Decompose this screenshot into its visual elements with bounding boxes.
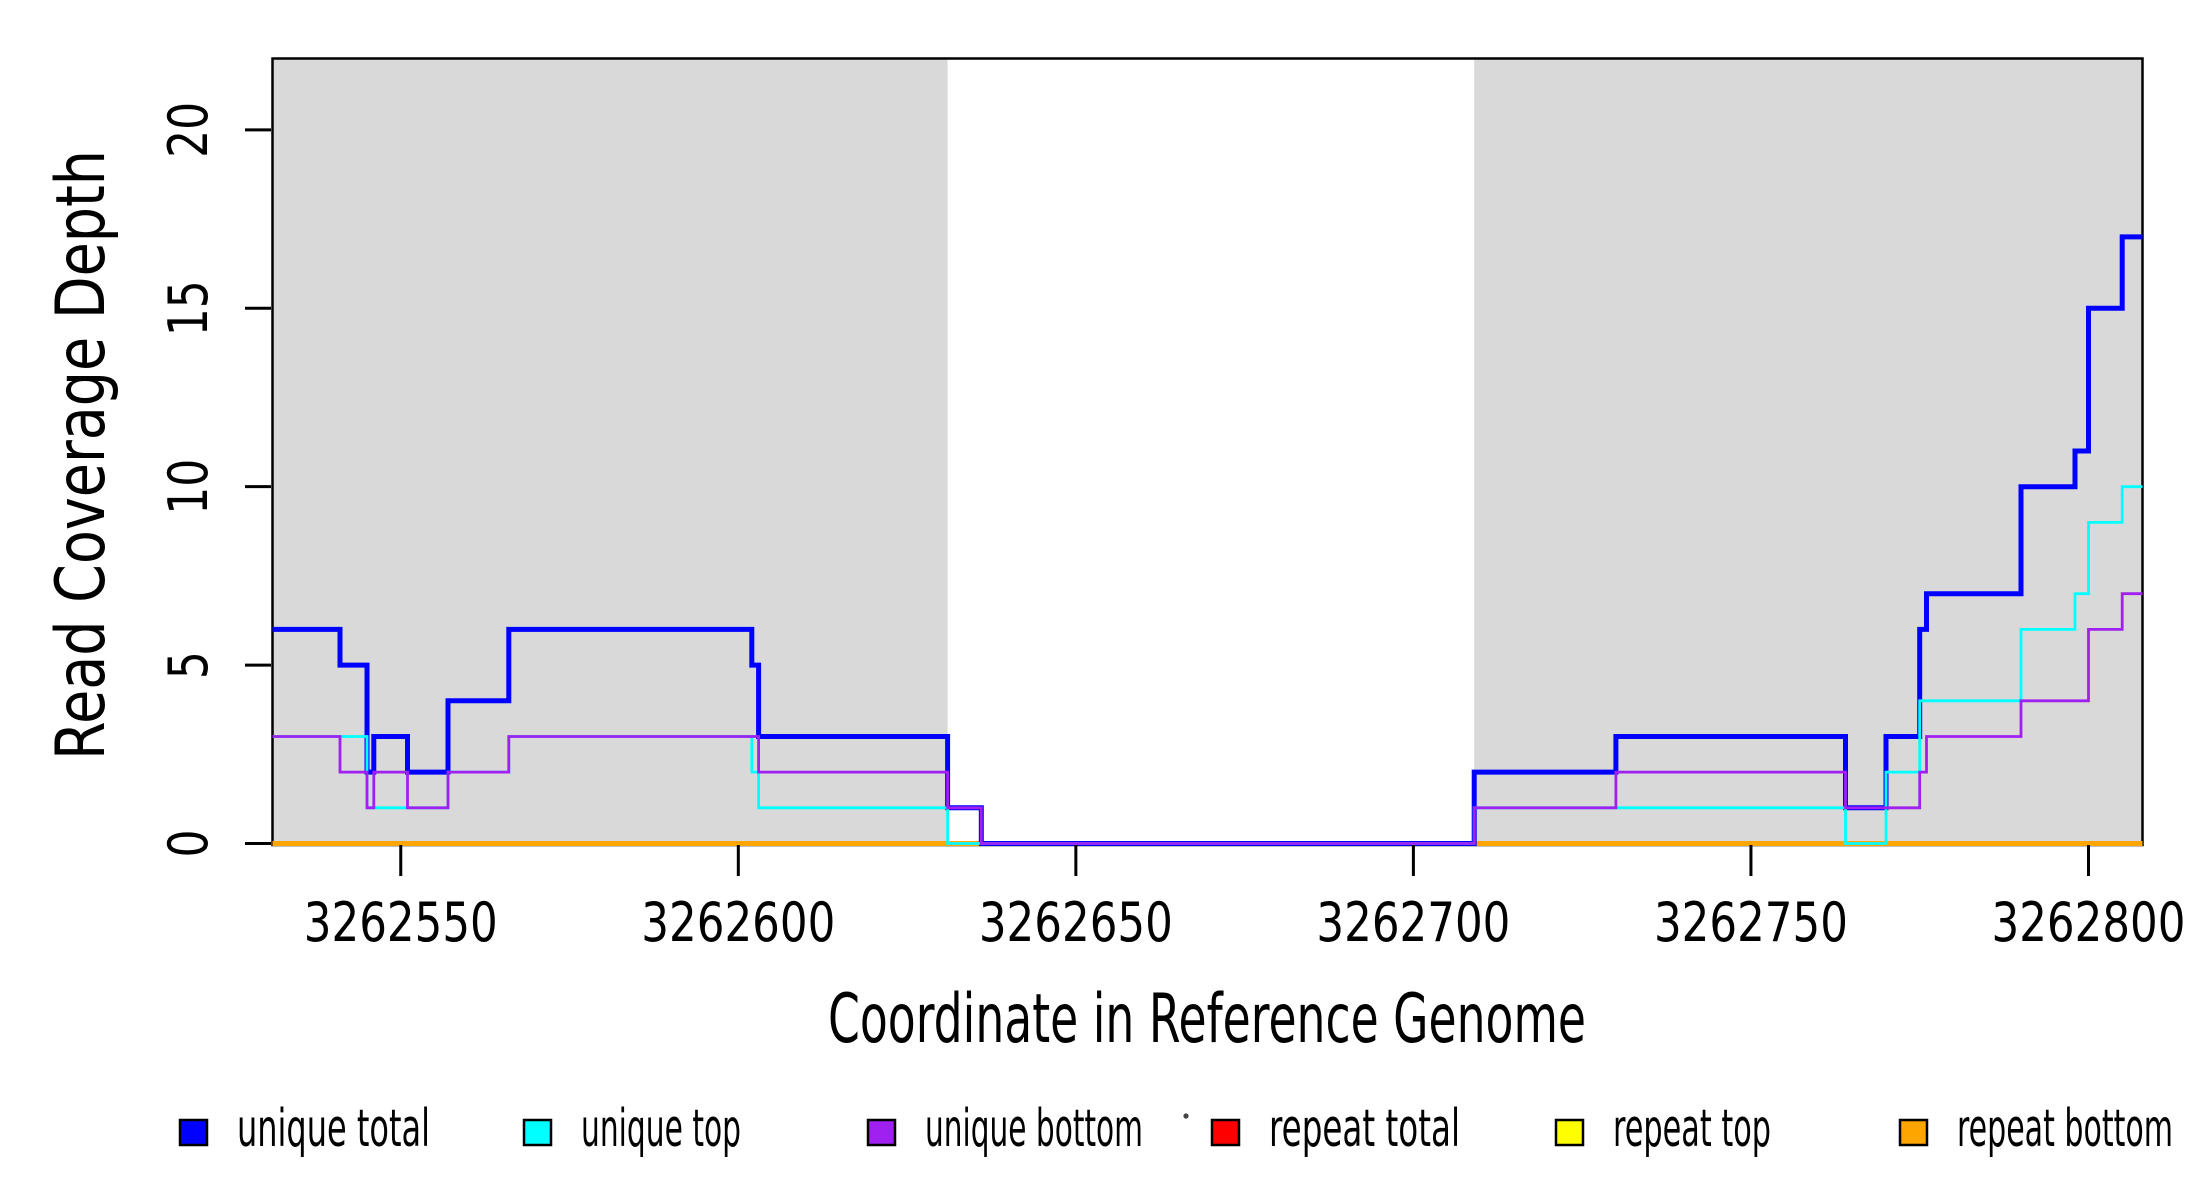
x-axis-title: Coordinate in Reference Genome: [828, 980, 1586, 1059]
y-tick-label: 10: [157, 459, 220, 515]
x-tick-label: 3262750: [1654, 891, 1848, 954]
y-tick-label: 15: [157, 280, 220, 336]
legend: unique total unique top unique bottom repea…: [178, 1099, 2173, 1159]
shaded-regions: [272, 58, 2143, 845]
y-tick-label: 5: [157, 651, 220, 679]
x-tick-label: 3262650: [979, 891, 1173, 954]
legend-swatch-repeat-total: [1210, 1118, 1241, 1147]
series-lines: [272, 234, 2143, 846]
y-axis-title: Read Coverage Depth: [42, 150, 121, 760]
legend-swatch-repeat-top: [1554, 1118, 1585, 1147]
legend-swatch-repeat-bottom: [1898, 1118, 1929, 1147]
stray-dot-artifact: [1183, 1113, 1189, 1119]
y-axis: 0 5 10 15 20: [157, 102, 271, 858]
legend-label-unique-total: unique total: [237, 1099, 430, 1159]
legend-swatch-unique-total: [178, 1118, 209, 1147]
x-axis: 3262550 3262600 3262650 3262700 3262750 32628…: [304, 845, 2185, 954]
legend-label-repeat-total: repeat total: [1269, 1099, 1460, 1159]
legend-swatch-unique-bottom: [866, 1118, 897, 1147]
y-tick-label: 20: [157, 102, 220, 158]
shaded-region-left: [272, 58, 948, 845]
legend-label-unique-top: unique top: [581, 1099, 741, 1159]
legend-label-unique-bottom: unique bottom: [925, 1099, 1143, 1159]
y-tick-label: 0: [157, 830, 220, 858]
legend-swatch-unique-top: [522, 1118, 553, 1147]
legend-label-repeat-top: repeat top: [1613, 1099, 1771, 1159]
x-tick-label: 3262800: [1991, 891, 2185, 954]
legend-label-repeat-bottom: repeat bottom: [1957, 1099, 2173, 1159]
x-tick-label: 3262550: [304, 891, 498, 954]
shaded-region-right: [1474, 58, 2143, 845]
x-tick-label: 3262600: [641, 891, 835, 954]
x-tick-label: 3262700: [1316, 891, 1510, 954]
series-line-unique-bottom: [272, 592, 2143, 845]
